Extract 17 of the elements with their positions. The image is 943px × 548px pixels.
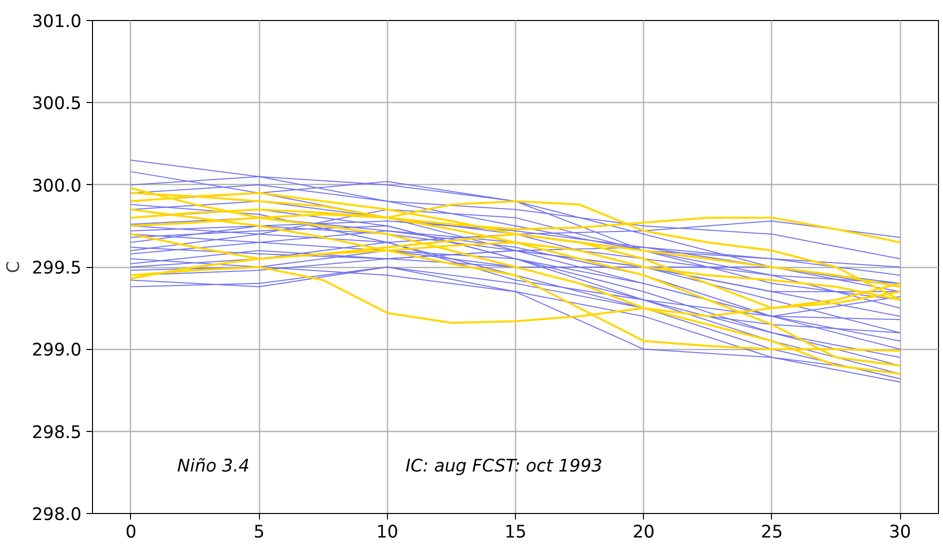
y-tick-label: 299.0 (32, 340, 82, 361)
x-tick-label: 20 (632, 522, 655, 542)
y-tick-label: 298.5 (32, 422, 82, 443)
y-axis-title: C (4, 260, 24, 274)
x-tick-label: 5 (254, 522, 265, 542)
x-tick-label: 15 (504, 522, 527, 542)
y-tick-label: 300.0 (32, 176, 82, 196)
y-tick-label: 301.0 (32, 12, 82, 32)
y-tick-label: 298.0 (32, 505, 82, 525)
y-tick-label: 299.5 (32, 258, 82, 278)
y-tick-label: 300.5 (32, 94, 82, 114)
annotation: IC: aug FCST: oct 1993 (406, 456, 602, 477)
x-tick-label: 25 (760, 522, 783, 542)
annotation: Niño 3.4 (177, 456, 250, 477)
x-tick-label: 30 (889, 522, 912, 542)
x-tick-label: 10 (376, 522, 398, 542)
x-tick-label: 0 (125, 522, 136, 542)
